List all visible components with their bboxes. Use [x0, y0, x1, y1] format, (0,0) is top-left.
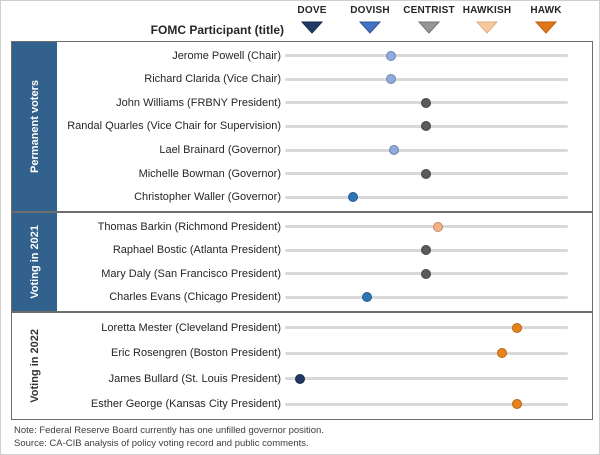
position-dot	[295, 373, 306, 384]
triangle-marker-icon	[359, 21, 381, 34]
participant-label: Randal Quarles (Vice Chair for Supervisi…	[67, 120, 281, 133]
scale-category-dove: DOVE	[282, 5, 342, 34]
section-rows: Loretta Mester (Cleveland President) Eric…	[57, 313, 592, 419]
participant-row: Esther George (Kansas City President)	[57, 398, 592, 410]
position-dot	[432, 221, 443, 232]
spectrum-track	[285, 399, 568, 410]
section-voting-2022: Voting in 2022 Loretta Mester (Cleveland…	[11, 312, 593, 420]
participant-label: Thomas Barkin (Richmond President)	[97, 220, 281, 233]
spectrum-track	[285, 168, 568, 179]
participant-label: James Bullard (St. Louis President)	[108, 372, 281, 385]
scale-category-label: HAWK	[530, 5, 562, 16]
participant-label: Christopher Waller (Governor)	[134, 191, 281, 204]
scale-category-label: DOVE	[297, 5, 327, 16]
position-dot	[347, 192, 358, 203]
footer-source-line: Source: CA-CIB analysis of policy voting…	[14, 438, 309, 449]
participant-row: James Bullard (St. Louis President)	[57, 373, 592, 385]
position-dot	[420, 268, 431, 279]
participant-label: Esther George (Kansas City President)	[90, 398, 281, 411]
triangle-marker-icon	[535, 21, 557, 34]
section-voting-2021: Voting in 2021 Thomas Barkin (Richmond P…	[11, 212, 593, 312]
position-dot	[385, 74, 396, 85]
participant-row: John Williams (FRBNY President)	[57, 97, 592, 109]
scale-category-centrist: CENTRIST	[399, 5, 459, 34]
participant-row: Randal Quarles (Vice Chair for Supervisi…	[57, 120, 592, 132]
section-sidebar: Voting in 2022	[12, 313, 57, 419]
participant-row: Michelle Bowman (Governor)	[57, 168, 592, 180]
spectrum-track	[285, 145, 568, 156]
participant-label: Jerome Powell (Chair)	[172, 49, 281, 62]
participant-row: Eric Rosengren (Boston President)	[57, 347, 592, 359]
participant-row: Lael Brainard (Governor)	[57, 144, 592, 156]
position-dot	[420, 168, 431, 179]
position-dot	[420, 245, 431, 256]
position-dot	[511, 322, 522, 333]
participant-row: Raphael Bostic (Atlanta President)	[57, 244, 592, 256]
spectrum-track	[285, 50, 568, 61]
spectrum-track	[285, 221, 568, 232]
participant-row: Mary Daly (San Francisco President)	[57, 268, 592, 280]
spectrum-track	[285, 292, 568, 303]
participant-row: Christopher Waller (Governor)	[57, 191, 592, 203]
participant-label: Loretta Mester (Cleveland President)	[101, 321, 281, 334]
spectrum-track	[285, 348, 568, 359]
footer-notes: Note: Federal Reserve Board currently ha…	[14, 424, 324, 450]
participant-label: Lael Brainard (Governor)	[159, 144, 281, 157]
participant-label: Eric Rosengren (Boston President)	[111, 347, 281, 360]
section-rows: Jerome Powell (Chair) Richard Clarida (Vi…	[57, 42, 592, 211]
position-dot	[497, 348, 508, 359]
section-rows: Thomas Barkin (Richmond President) Raphae…	[57, 213, 592, 311]
scale-category-label: HAWKISH	[462, 5, 512, 16]
spectrum-track	[285, 245, 568, 256]
spectrum-track	[285, 373, 568, 384]
triangle-marker-icon	[418, 21, 440, 34]
triangle-marker-icon	[476, 21, 498, 34]
scale-category-hawk: HAWK	[516, 5, 576, 34]
participant-label: Charles Evans (Chicago President)	[109, 291, 281, 304]
section-label: Voting in 2021	[28, 225, 41, 299]
participant-label: Richard Clarida (Vice Chair)	[144, 73, 281, 86]
participant-label: Raphael Bostic (Atlanta President)	[112, 244, 281, 257]
spectrum-track	[285, 322, 568, 333]
participant-label: Mary Daly (San Francisco President)	[101, 267, 281, 280]
section-label: Permanent voters	[28, 80, 41, 173]
position-dot	[385, 50, 396, 61]
position-dot	[420, 97, 431, 108]
position-dot	[511, 399, 522, 410]
spectrum-track	[285, 268, 568, 279]
participant-label: John Williams (FRBNY President)	[116, 96, 281, 109]
footer-note-line: Note: Federal Reserve Board currently ha…	[14, 425, 324, 436]
position-dot	[362, 292, 373, 303]
participant-row: Loretta Mester (Cleveland President)	[57, 322, 592, 334]
position-dot	[420, 121, 431, 132]
section-sidebar: Permanent voters	[12, 42, 57, 211]
scale-category-label: DOVISH	[350, 5, 390, 16]
participant-row: Jerome Powell (Chair)	[57, 50, 592, 62]
section-permanent-voters: Permanent voters Jerome Powell (Chair) Ri…	[11, 41, 593, 212]
triangle-marker-icon	[301, 21, 323, 34]
section-sidebar: Voting in 2021	[12, 213, 57, 311]
section-label: Voting in 2022	[28, 329, 41, 403]
position-dot	[388, 145, 399, 156]
participant-row: Thomas Barkin (Richmond President)	[57, 221, 592, 233]
participant-row: Charles Evans (Chicago President)	[57, 291, 592, 303]
participant-label: Michelle Bowman (Governor)	[138, 167, 281, 180]
spectrum-track	[285, 121, 568, 132]
scale-category-dovish: DOVISH	[340, 5, 400, 34]
spectrum-track	[285, 192, 568, 203]
scale-category-label: CENTRIST	[403, 5, 455, 16]
spectrum-track	[285, 97, 568, 108]
scale-category-hawkish: HAWKISH	[457, 5, 517, 34]
spectrum-track	[285, 74, 568, 85]
participant-row: Richard Clarida (Vice Chair)	[57, 73, 592, 85]
participant-column-header: FOMC Participant (title)	[150, 23, 284, 37]
